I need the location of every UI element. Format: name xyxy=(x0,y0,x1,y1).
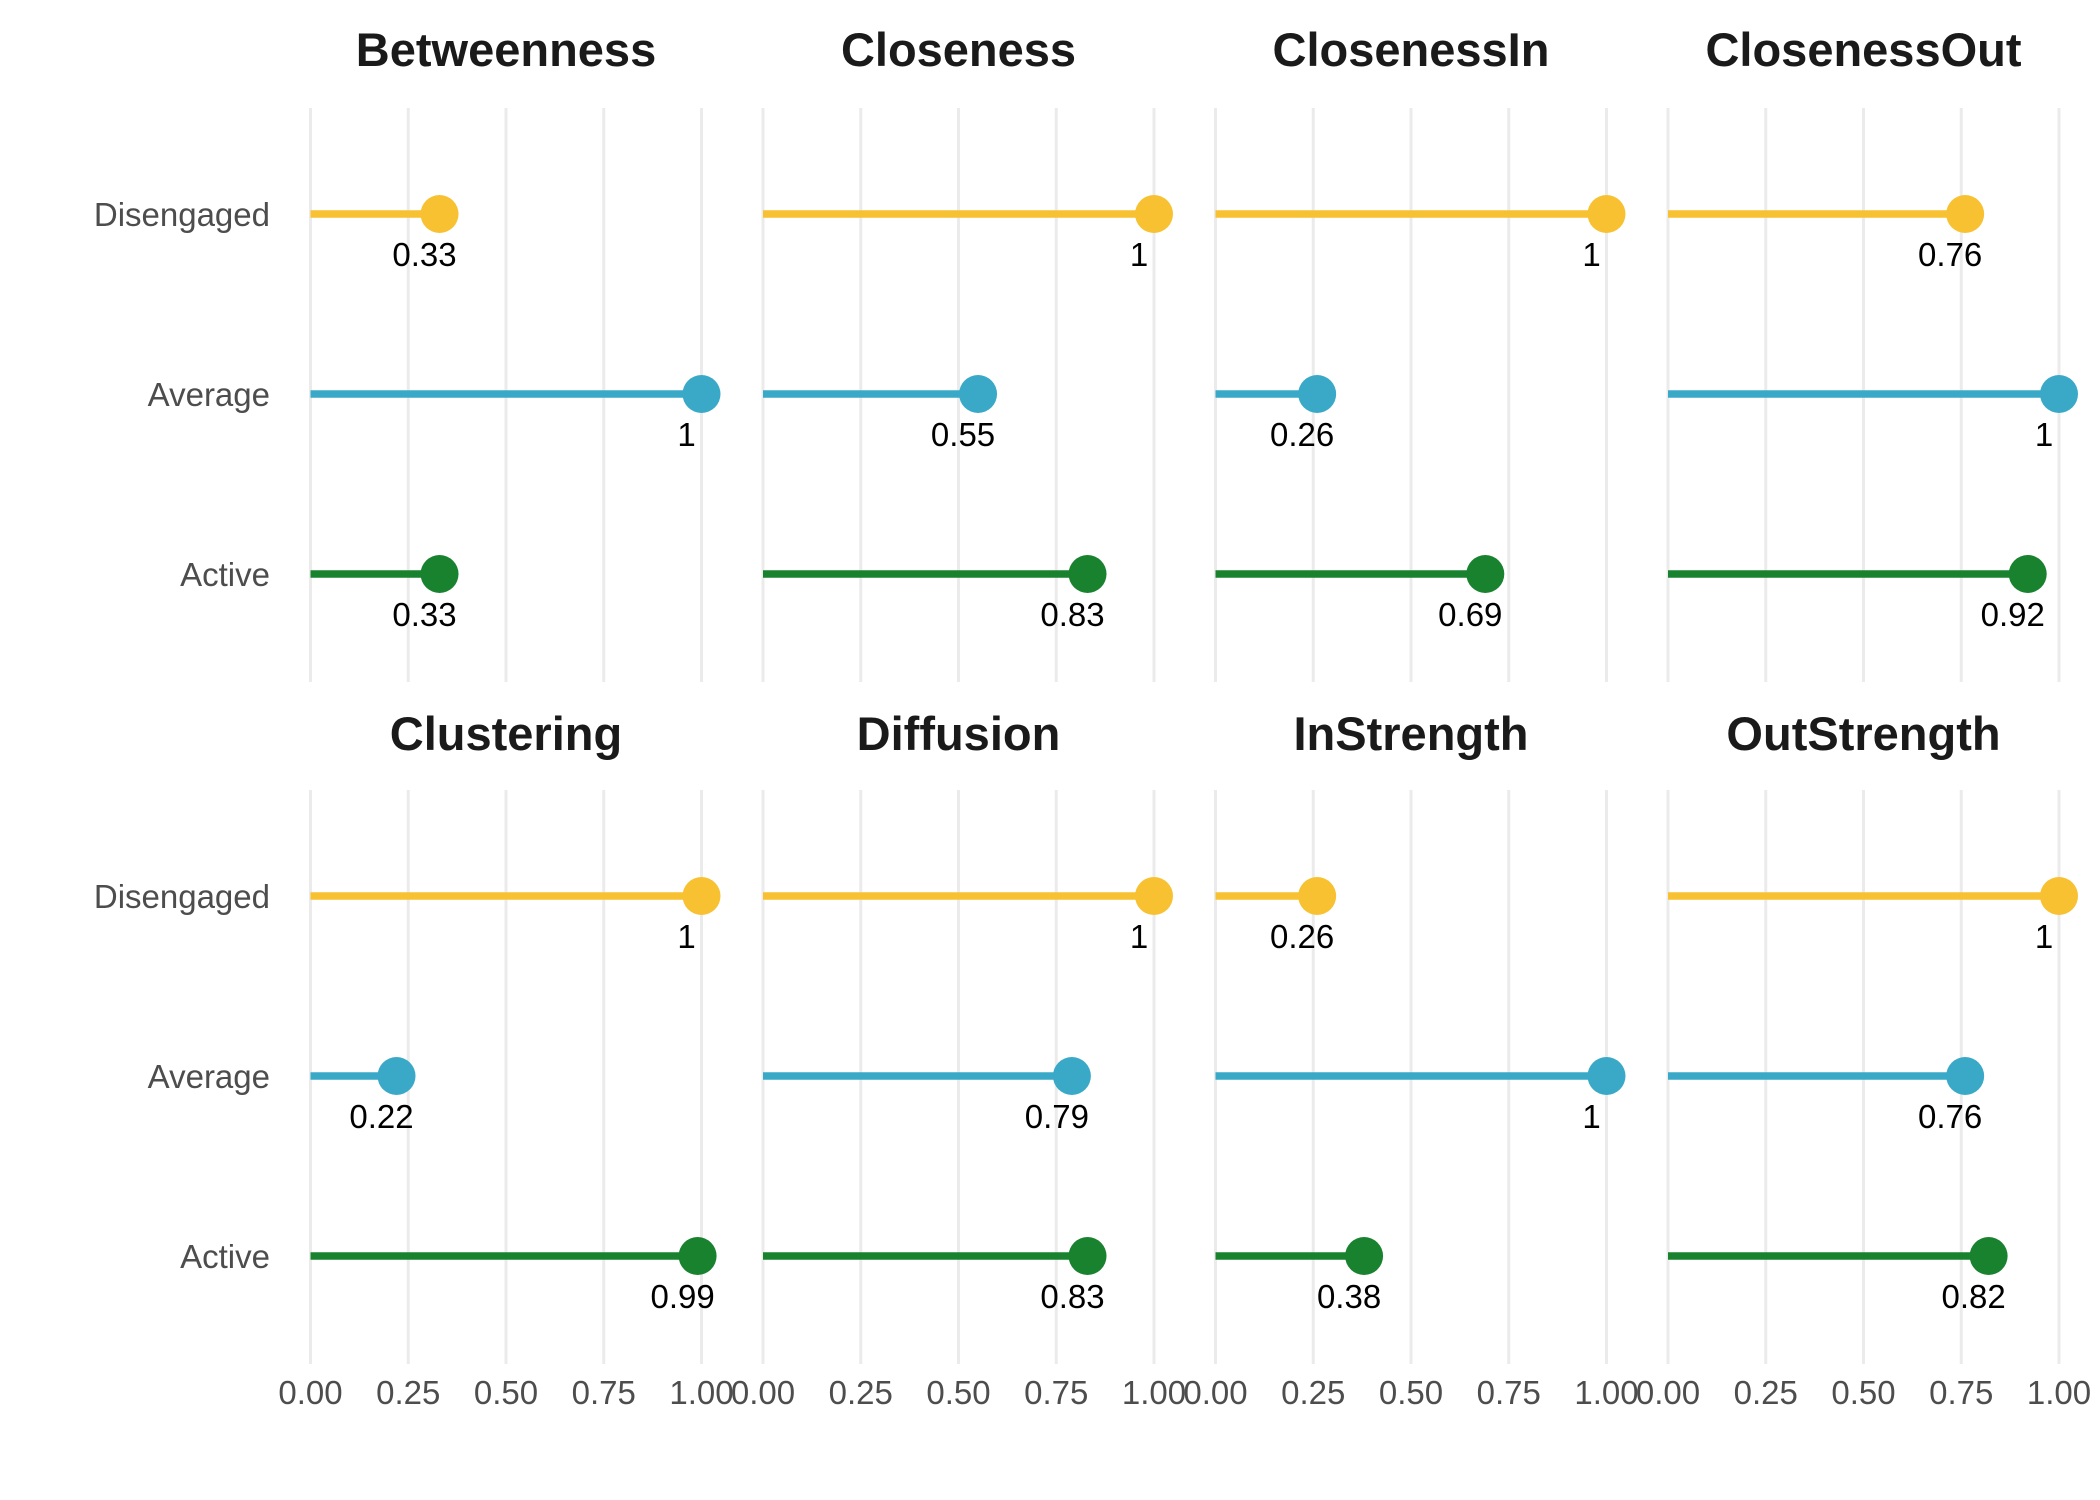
data-label: 0.22 xyxy=(349,1098,413,1135)
lollipop-point xyxy=(377,1057,416,1095)
lollipop-point xyxy=(2008,555,2047,593)
lollipop-point xyxy=(1298,877,1337,915)
facet-title: OutStrength xyxy=(1726,707,2000,760)
y-axis-label: Average xyxy=(148,376,270,413)
data-label: 0.38 xyxy=(1317,1278,1381,1315)
lollipop-point xyxy=(1345,1237,1384,1275)
x-tick-label: 0.25 xyxy=(829,1374,893,1411)
data-label: 1 xyxy=(1582,1098,1600,1135)
data-label: 0.76 xyxy=(1918,1098,1982,1135)
data-label: 0.76 xyxy=(1918,236,1982,273)
x-tick-label: 0.50 xyxy=(1379,1374,1443,1411)
data-label: 0.26 xyxy=(1270,416,1334,453)
lollipop-point xyxy=(682,877,721,915)
data-label: 1 xyxy=(1130,918,1148,955)
lollipop-point xyxy=(1587,195,1626,233)
x-tick-label: 0.00 xyxy=(278,1374,342,1411)
lollipop-point xyxy=(1587,1057,1626,1095)
lollipop-point xyxy=(682,375,721,413)
lollipop-point xyxy=(678,1237,717,1275)
data-label: 0.92 xyxy=(1981,596,2045,633)
data-label: 0.55 xyxy=(931,416,995,453)
data-label: 0.82 xyxy=(1942,1278,2006,1315)
lollipop-point xyxy=(1068,1237,1107,1275)
y-axis-label: Active xyxy=(180,1238,270,1275)
x-tick-label: 1.00 xyxy=(1574,1374,1638,1411)
data-label: 0.83 xyxy=(1040,1278,1104,1315)
data-label: 0.79 xyxy=(1025,1098,1089,1135)
x-tick-label: 1.00 xyxy=(669,1374,733,1411)
x-tick-label: 0.75 xyxy=(572,1374,636,1411)
y-axis-label: Disengaged xyxy=(94,196,270,233)
lollipop-point xyxy=(2040,375,2078,413)
data-label: 1 xyxy=(2035,918,2053,955)
x-tick-label: 0.00 xyxy=(1636,1374,1700,1411)
x-tick-label: 0.50 xyxy=(474,1374,538,1411)
y-axis-label: Disengaged xyxy=(94,878,270,915)
data-label: 0.69 xyxy=(1438,596,1502,633)
data-label: 0.99 xyxy=(650,1278,714,1315)
x-tick-label: 0.00 xyxy=(731,1374,795,1411)
data-label: 1 xyxy=(1130,236,1148,273)
x-tick-label: 1.00 xyxy=(1122,1374,1186,1411)
x-tick-label: 1.00 xyxy=(2027,1374,2091,1411)
lollipop-point xyxy=(2040,877,2078,915)
lollipop-point xyxy=(1946,195,1985,233)
facet-title: Clustering xyxy=(390,707,622,760)
facet-title: InStrength xyxy=(1294,707,1529,760)
lollipop-point xyxy=(1466,555,1505,593)
lollipop-point xyxy=(420,555,459,593)
lollipop-point xyxy=(959,375,998,413)
x-tick-label: 0.75 xyxy=(1477,1374,1541,1411)
x-tick-label: 0.50 xyxy=(926,1374,990,1411)
lollipop-point xyxy=(1298,375,1337,413)
facet-title: ClosenessOut xyxy=(1705,23,2021,76)
lollipop-point xyxy=(1068,555,1107,593)
facet-title: ClosenessIn xyxy=(1273,23,1550,76)
data-label: 1 xyxy=(2035,416,2053,453)
data-label: 0.33 xyxy=(392,596,456,633)
x-tick-label: 0.00 xyxy=(1183,1374,1247,1411)
facet-title: Betweenness xyxy=(356,23,656,76)
y-axis-label: Active xyxy=(180,556,270,593)
x-tick-label: 0.25 xyxy=(1734,1374,1798,1411)
data-label: 1 xyxy=(677,416,695,453)
lollipop-point xyxy=(1969,1237,2008,1275)
data-label: 1 xyxy=(677,918,695,955)
y-axis-label: Average xyxy=(148,1058,270,1095)
x-tick-label: 0.75 xyxy=(1024,1374,1088,1411)
data-label: 0.33 xyxy=(392,236,456,273)
x-tick-label: 0.75 xyxy=(1929,1374,1993,1411)
lollipop-point xyxy=(1052,1057,1091,1095)
lollipop-point xyxy=(420,195,459,233)
x-tick-label: 0.25 xyxy=(376,1374,440,1411)
lollipop-point xyxy=(1135,195,1173,233)
facet-title: Closeness xyxy=(841,23,1076,76)
lollipop-point xyxy=(1135,877,1173,915)
facet-title: Diffusion xyxy=(857,707,1061,760)
x-tick-label: 0.50 xyxy=(1831,1374,1895,1411)
lollipop-point xyxy=(1946,1057,1985,1095)
data-label: 0.26 xyxy=(1270,918,1334,955)
data-label: 1 xyxy=(1582,236,1600,273)
x-tick-label: 0.25 xyxy=(1281,1374,1345,1411)
data-label: 0.83 xyxy=(1040,596,1104,633)
